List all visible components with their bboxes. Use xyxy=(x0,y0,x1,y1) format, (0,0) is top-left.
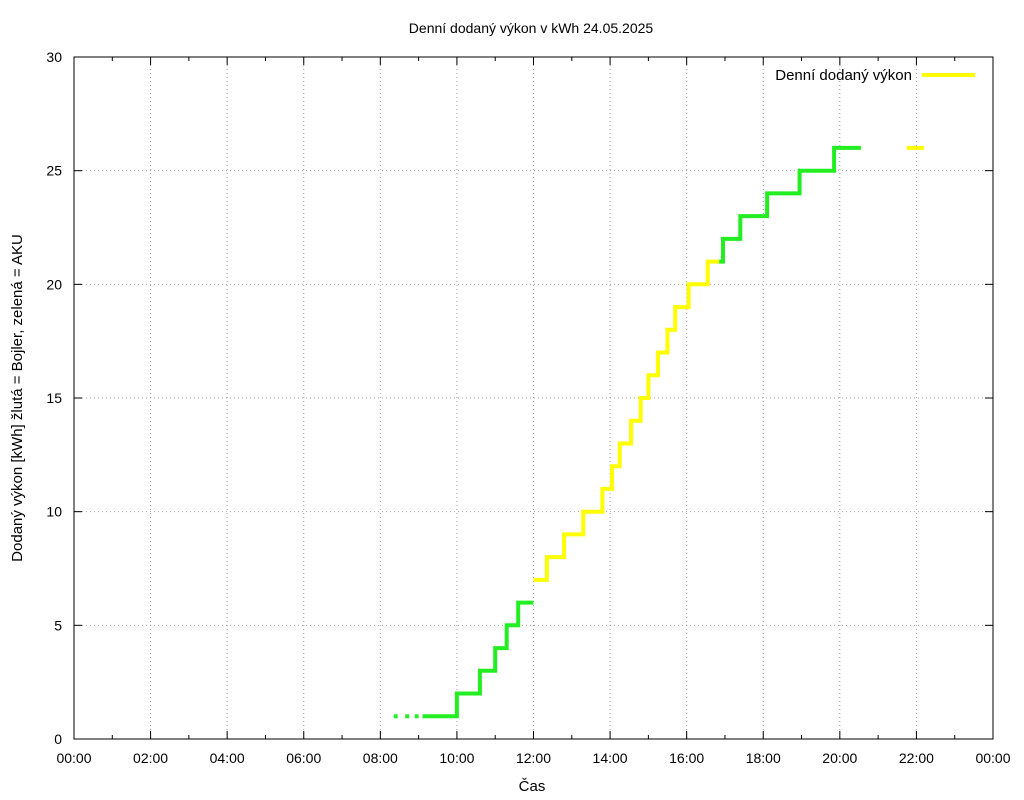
y-tick-label: 30 xyxy=(46,49,62,65)
x-tick-label: 14:00 xyxy=(593,750,628,766)
x-tick-label: 08:00 xyxy=(363,750,398,766)
y-tick-label: 5 xyxy=(54,617,62,633)
x-tick-label: 18:00 xyxy=(746,750,781,766)
x-tick-label: 22:00 xyxy=(899,750,934,766)
y-tick-label: 0 xyxy=(54,731,62,747)
x-axis-label: Čas xyxy=(519,778,546,795)
x-tick-label: 16:00 xyxy=(669,750,704,766)
chart-title: Denní dodaný výkon v kWh 24.05.2025 xyxy=(409,20,654,36)
x-tick-label: 04:00 xyxy=(210,750,245,766)
x-tick-label: 00:00 xyxy=(56,750,91,766)
series-segment-aku xyxy=(719,145,861,264)
x-tick-label: 12:00 xyxy=(516,750,551,766)
plot-frame xyxy=(73,56,994,740)
y-tick-label: 10 xyxy=(46,504,62,520)
y-tick-label: 20 xyxy=(46,276,62,292)
x-tick-label: 06:00 xyxy=(286,750,321,766)
y-tick-label: 25 xyxy=(46,163,62,179)
legend: Denní dodaný výkon xyxy=(775,67,975,84)
legend-label: Denní dodaný výkon xyxy=(775,67,912,84)
series-segment-aku xyxy=(422,600,534,719)
x-tick-label: 00:00 xyxy=(975,750,1010,766)
y-axis-label: Dodaný výkon [kWh] žlutá = Bojler, zelen… xyxy=(9,234,26,562)
axis-ticks: 00:00 02:00 04:00 06:00 08:00 10:00 12:00 14:00… xyxy=(46,49,1010,766)
x-tick-label: 02:00 xyxy=(133,750,168,766)
series-segment-bojler xyxy=(533,259,720,582)
series xyxy=(393,145,925,719)
y-tick-label: 15 xyxy=(46,390,62,406)
x-tick-label: 10:00 xyxy=(439,750,474,766)
grid xyxy=(74,57,993,739)
x-tick-label: 20:00 xyxy=(822,750,857,766)
